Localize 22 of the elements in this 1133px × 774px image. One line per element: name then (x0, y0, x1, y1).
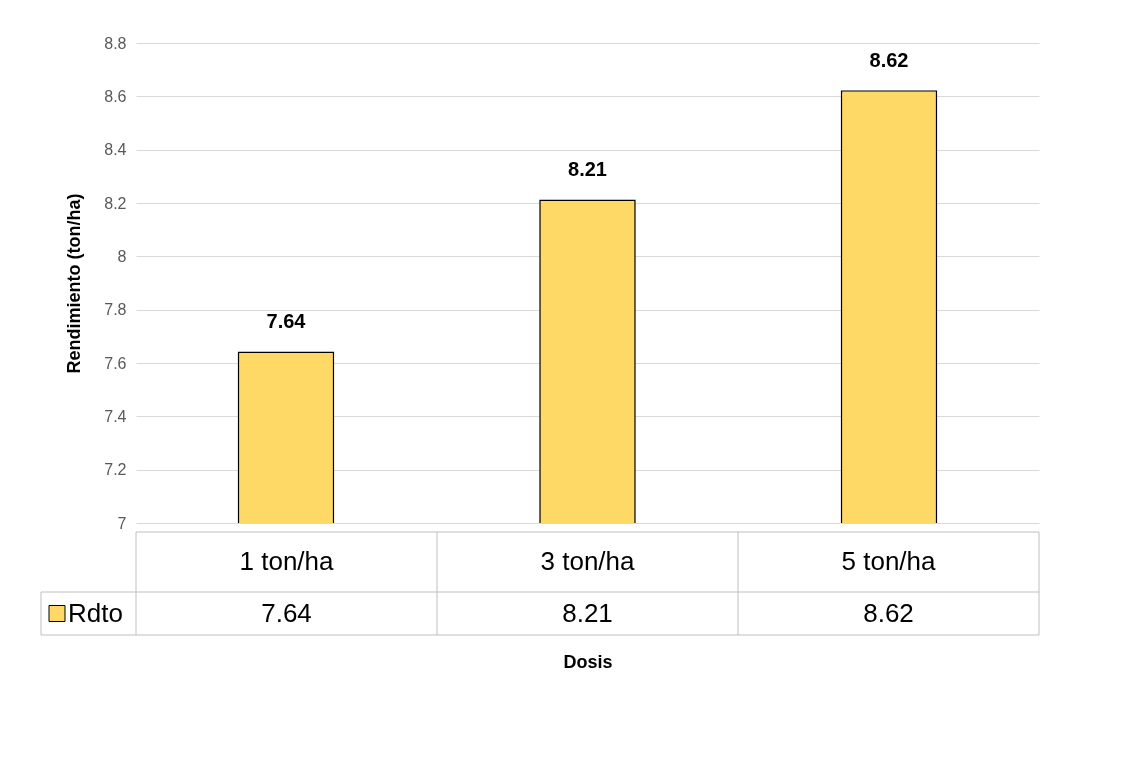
y-tick-label: 7 (117, 514, 127, 532)
x-tick-label: 3 ton/ha (540, 546, 636, 576)
y-tick-label: 8.8 (104, 34, 127, 52)
text: 8.62 (869, 49, 909, 71)
legend-label: Rdto (68, 597, 123, 628)
data-label: 8.62 (863, 597, 914, 628)
y-tick-label: 8.4 (104, 141, 127, 159)
y-tick-label: 7.4 (104, 407, 127, 425)
y-tick-label: 8.6 (104, 87, 127, 105)
x-axis-title: Dosis (563, 651, 613, 672)
y-tick-label: 7.6 (104, 354, 127, 372)
text: 8.21 (568, 158, 607, 181)
y-tick-label: 8.2 (104, 194, 127, 212)
data-label: 8.21 (562, 597, 613, 628)
x-tick-label: 1 ton/ha (239, 546, 335, 576)
y-axis-title: Rendimiento (ton/ha) (64, 193, 85, 374)
x-tick-label: 5 ton/ha (841, 546, 937, 576)
y-tick-label: 7.2 (104, 461, 127, 479)
y-tick-label: 8 (117, 247, 127, 265)
text: 7.64 (266, 310, 306, 333)
y-tick-label: 7.8 (104, 301, 127, 319)
data-label: 7.64 (261, 597, 312, 628)
